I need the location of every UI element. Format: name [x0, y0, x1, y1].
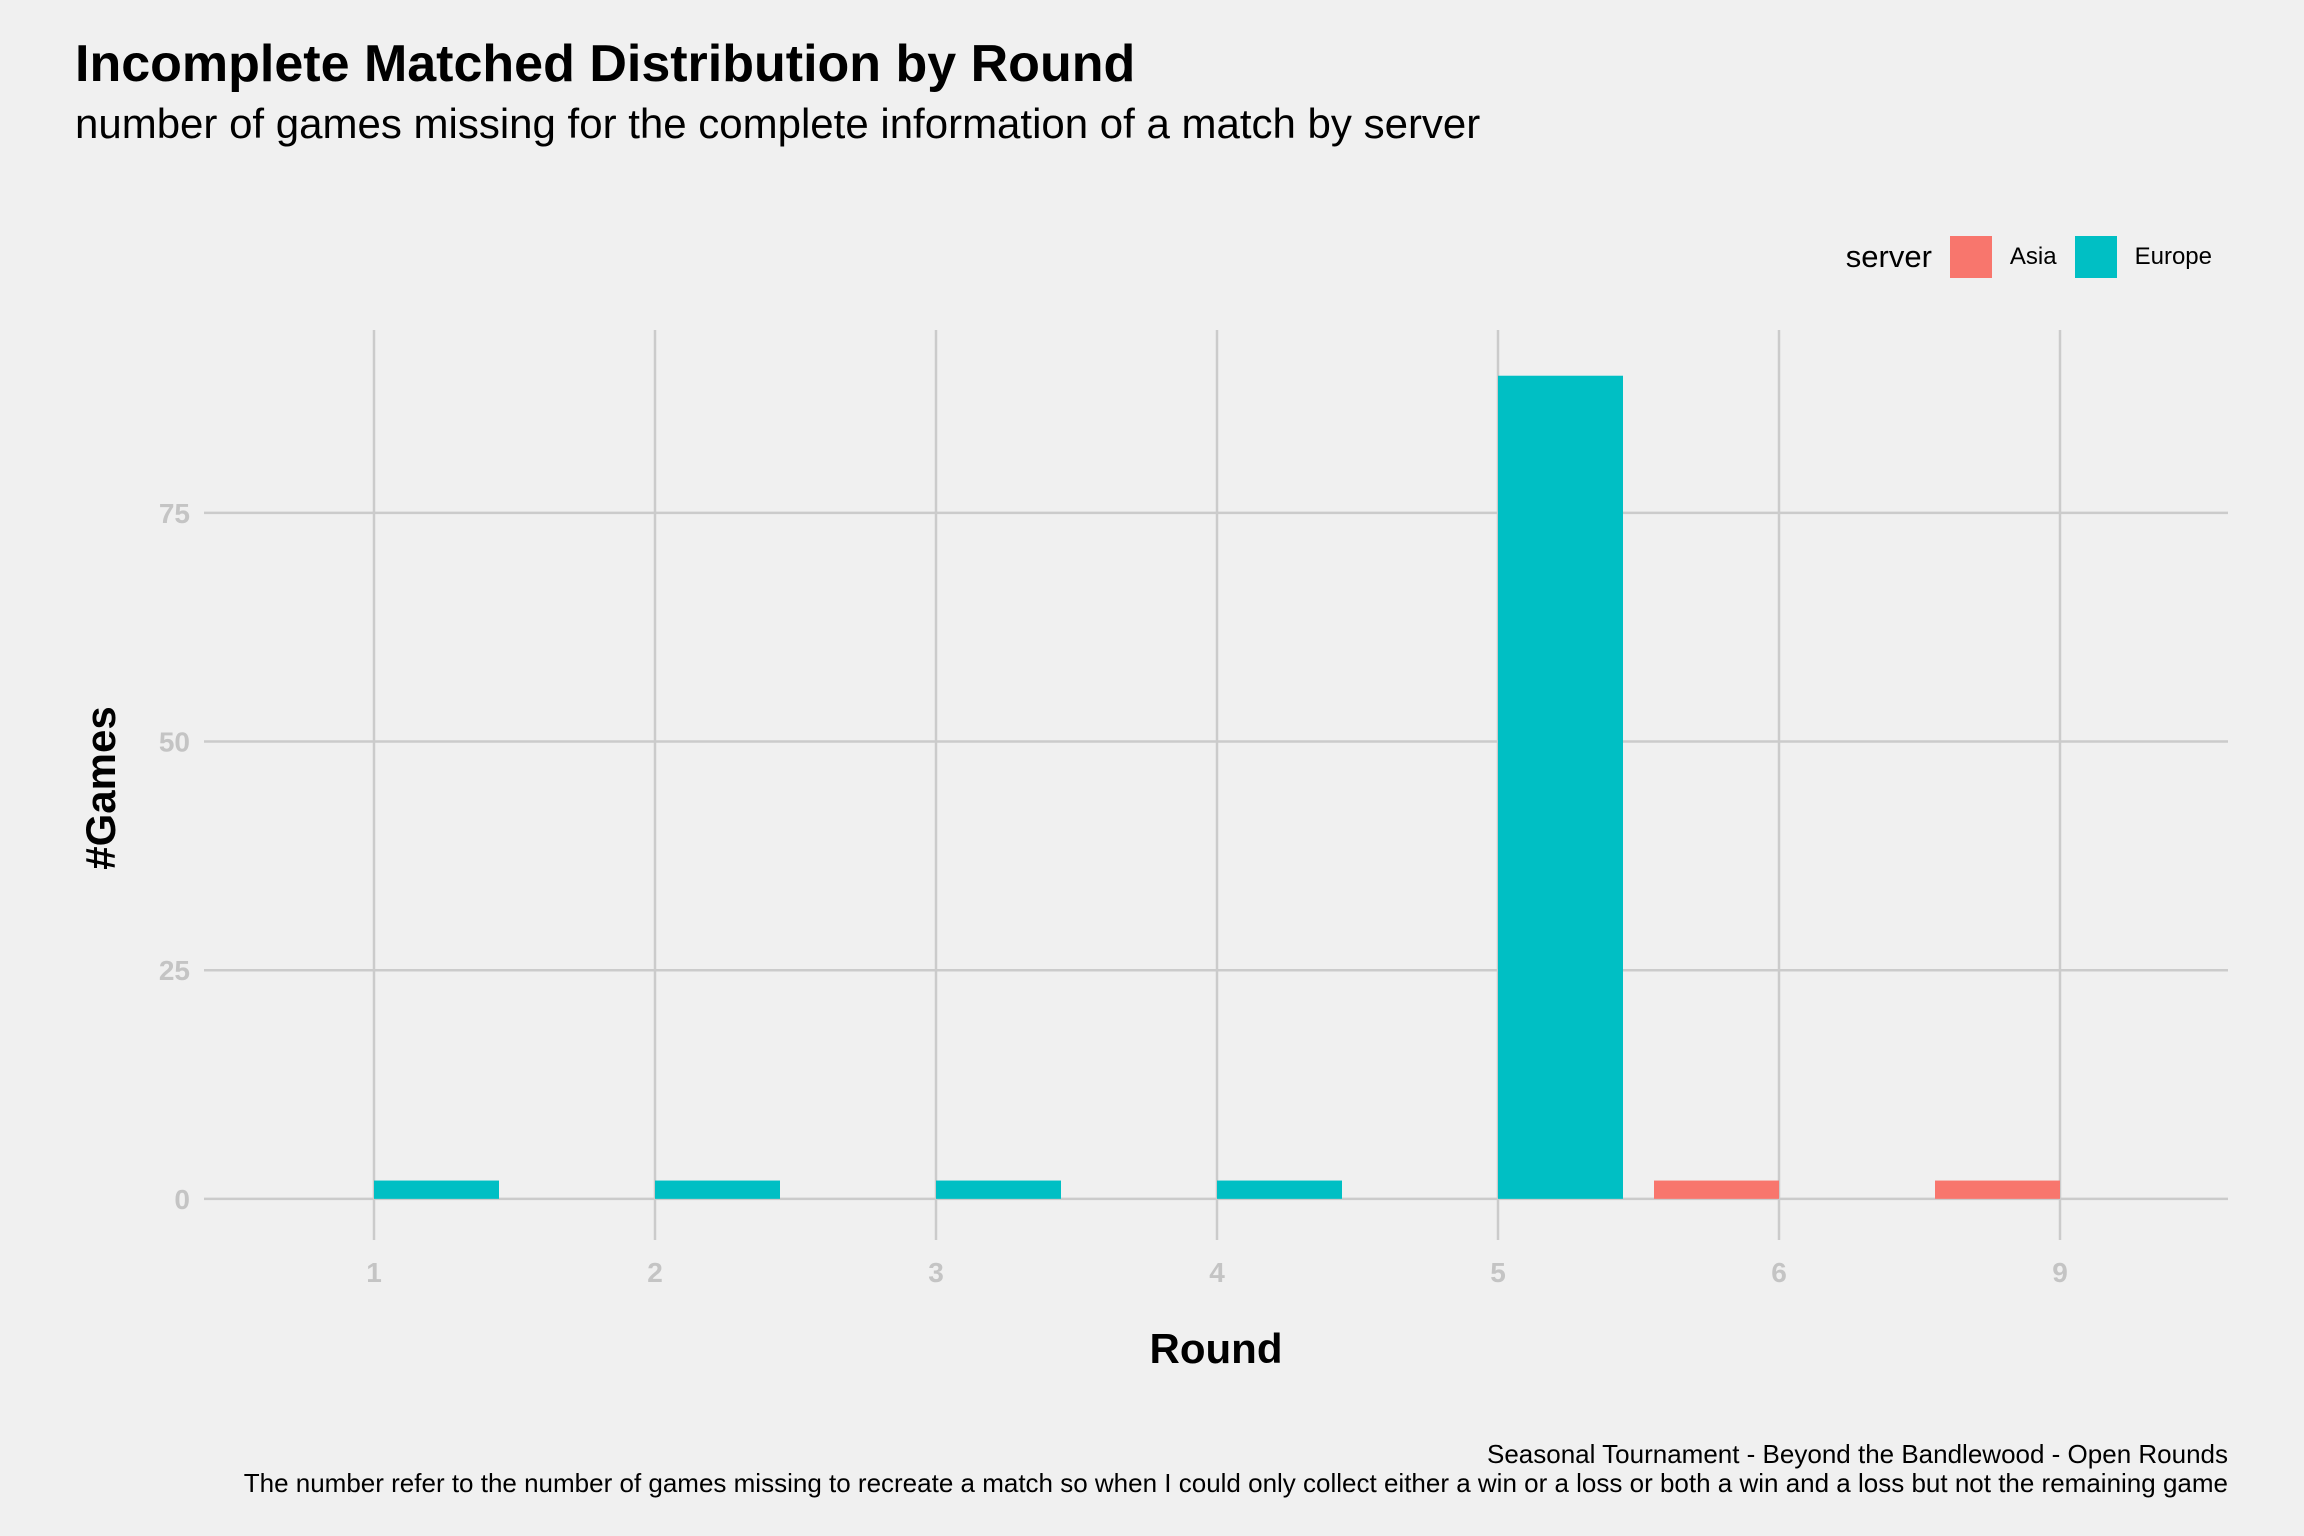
bar-europe-round-5: [1498, 375, 1623, 1199]
grid-lines: [204, 330, 2228, 1240]
legend-label-asia: Asia: [2009, 243, 2057, 270]
y-tick-label: 25: [159, 955, 190, 986]
legend-key-asia: [1949, 236, 1992, 278]
bars: [374, 375, 2060, 1199]
legend-title: server: [1845, 239, 1932, 274]
chart-title: Incomplete Matched Distribution by Round: [75, 35, 1136, 93]
legend: server Asia Europe: [1846, 236, 2212, 278]
bar-europe-round-4: [1217, 1180, 1342, 1199]
x-tick-label: 5: [1490, 1257, 1506, 1288]
y-tick-label: 75: [159, 498, 190, 529]
x-tick-label: 1: [366, 1257, 382, 1288]
bar-asia-round-6: [1654, 1180, 1779, 1199]
x-tick-label: 3: [928, 1257, 944, 1288]
tick-labels: 0 25 50 75 1 2 3 4 5 6 9: [159, 498, 2068, 1288]
caption-line-1: Seasonal Tournament - Beyond the Bandlew…: [1486, 1439, 2228, 1469]
chart-caption: Seasonal Tournament - Beyond the Bandlew…: [244, 1440, 2228, 1498]
x-tick-label: 4: [1209, 1257, 1225, 1288]
bar-europe-round-2: [655, 1180, 780, 1199]
legend-item-europe: Europe: [2074, 236, 2212, 278]
bar-asia-round-9: [1935, 1180, 2060, 1199]
y-tick-label: 50: [159, 727, 190, 758]
chart-subtitle: number of games missing for the complete…: [75, 100, 1481, 147]
x-axis-title: Round: [1150, 1325, 1283, 1372]
legend-label-europe: Europe: [2134, 243, 2212, 270]
y-axis-title: #Games: [77, 706, 124, 869]
legend-item-asia: Asia: [1949, 236, 2057, 278]
x-tick-label: 6: [1771, 1257, 1787, 1288]
bar-europe-round-3: [936, 1180, 1061, 1199]
legend-key-europe: [2074, 236, 2117, 278]
caption-line-2: The number refer to the number of games …: [243, 1468, 2228, 1498]
y-tick-label: 0: [174, 1184, 190, 1215]
bar-europe-round-1: [374, 1180, 499, 1199]
x-tick-label: 9: [2052, 1257, 2068, 1288]
x-tick-label: 2: [647, 1257, 663, 1288]
